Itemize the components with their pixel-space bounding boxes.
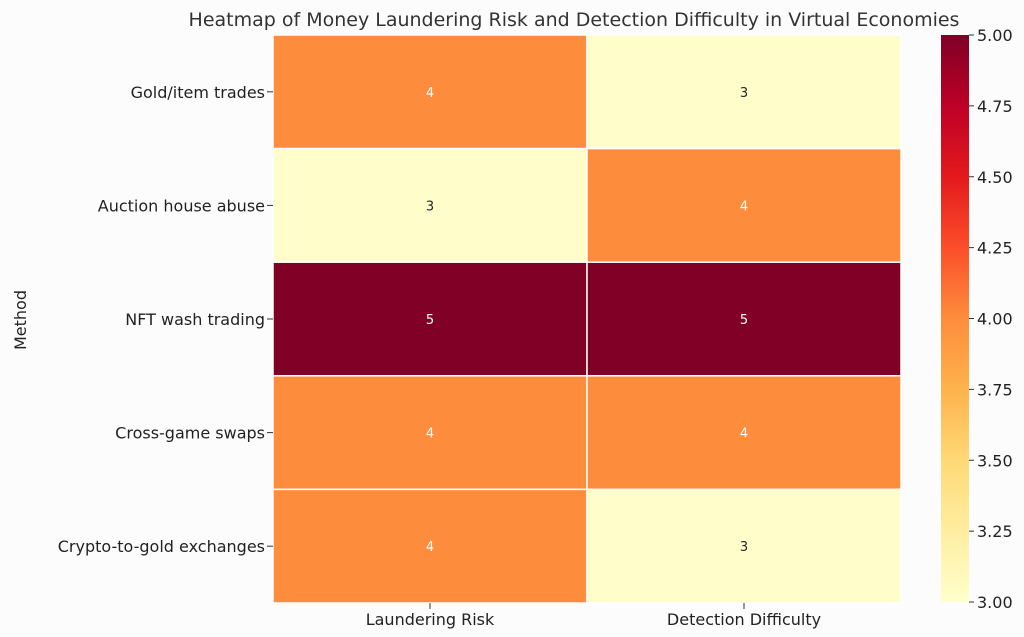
cell-value: 4: [426, 86, 434, 101]
heatmap-cell: [586, 488, 902, 604]
cell-value: 3: [426, 199, 434, 214]
row-label: Gold/item trades: [131, 83, 265, 102]
heatmap-cells: 4 3 3 4 5 5 4 4 4 3: [272, 34, 902, 604]
column-label: Laundering Risk: [366, 610, 495, 629]
heatmap-cell: [586, 375, 902, 491]
row-label: Crypto-to-gold exchanges: [58, 537, 265, 556]
cell-value: 4: [426, 540, 434, 555]
colorbar-tick-label: 4.75: [977, 97, 1013, 116]
cell-value: 4: [426, 427, 434, 442]
colorbar-tick-label: 3.75: [977, 380, 1013, 399]
cell-value: 3: [740, 86, 748, 101]
colorbar-tick-label: 3.50: [977, 451, 1013, 470]
cell-value: 3: [740, 540, 748, 555]
colorbar-tick-label: 4.25: [977, 239, 1013, 258]
column-label: Detection Difficulty: [667, 610, 821, 629]
cell-value: 4: [740, 427, 748, 442]
cell-value: 4: [740, 199, 748, 214]
column-ticks: Laundering Risk Detection Difficulty: [366, 603, 821, 629]
colorbar-tick-label: 5.00: [977, 26, 1013, 45]
colorbar: [941, 35, 969, 602]
cell-value: 5: [740, 313, 748, 328]
heatmap-cell: [586, 34, 902, 150]
colorbar-tick-label: 3.00: [977, 593, 1013, 612]
row-ticks: Gold/item trades Auction house abuse NFT w…: [58, 83, 273, 556]
colorbar-tick-label: 3.25: [977, 522, 1013, 541]
heatmap-cell: [586, 147, 902, 263]
heatmap-cell: [272, 147, 588, 263]
row-label: Cross-game swaps: [115, 424, 265, 443]
heatmap-cell: [272, 261, 588, 377]
heatmap-cell: [586, 261, 902, 377]
cell-value: 5: [426, 313, 434, 328]
row-label: NFT wash trading: [125, 310, 265, 329]
colorbar-tick-label: 4.00: [977, 310, 1013, 329]
colorbar-ticks: 3.00 3.25 3.50 3.75 4.00 4.25 4.50 4.75 5.00: [969, 26, 1013, 612]
heatmap-cell: [272, 34, 588, 150]
chart-title: Heatmap of Money Laundering Risk and Det…: [189, 9, 960, 31]
y-axis-label: Method: [11, 290, 30, 350]
row-label: Auction house abuse: [98, 196, 265, 215]
colorbar-tick-label: 4.50: [977, 168, 1013, 187]
